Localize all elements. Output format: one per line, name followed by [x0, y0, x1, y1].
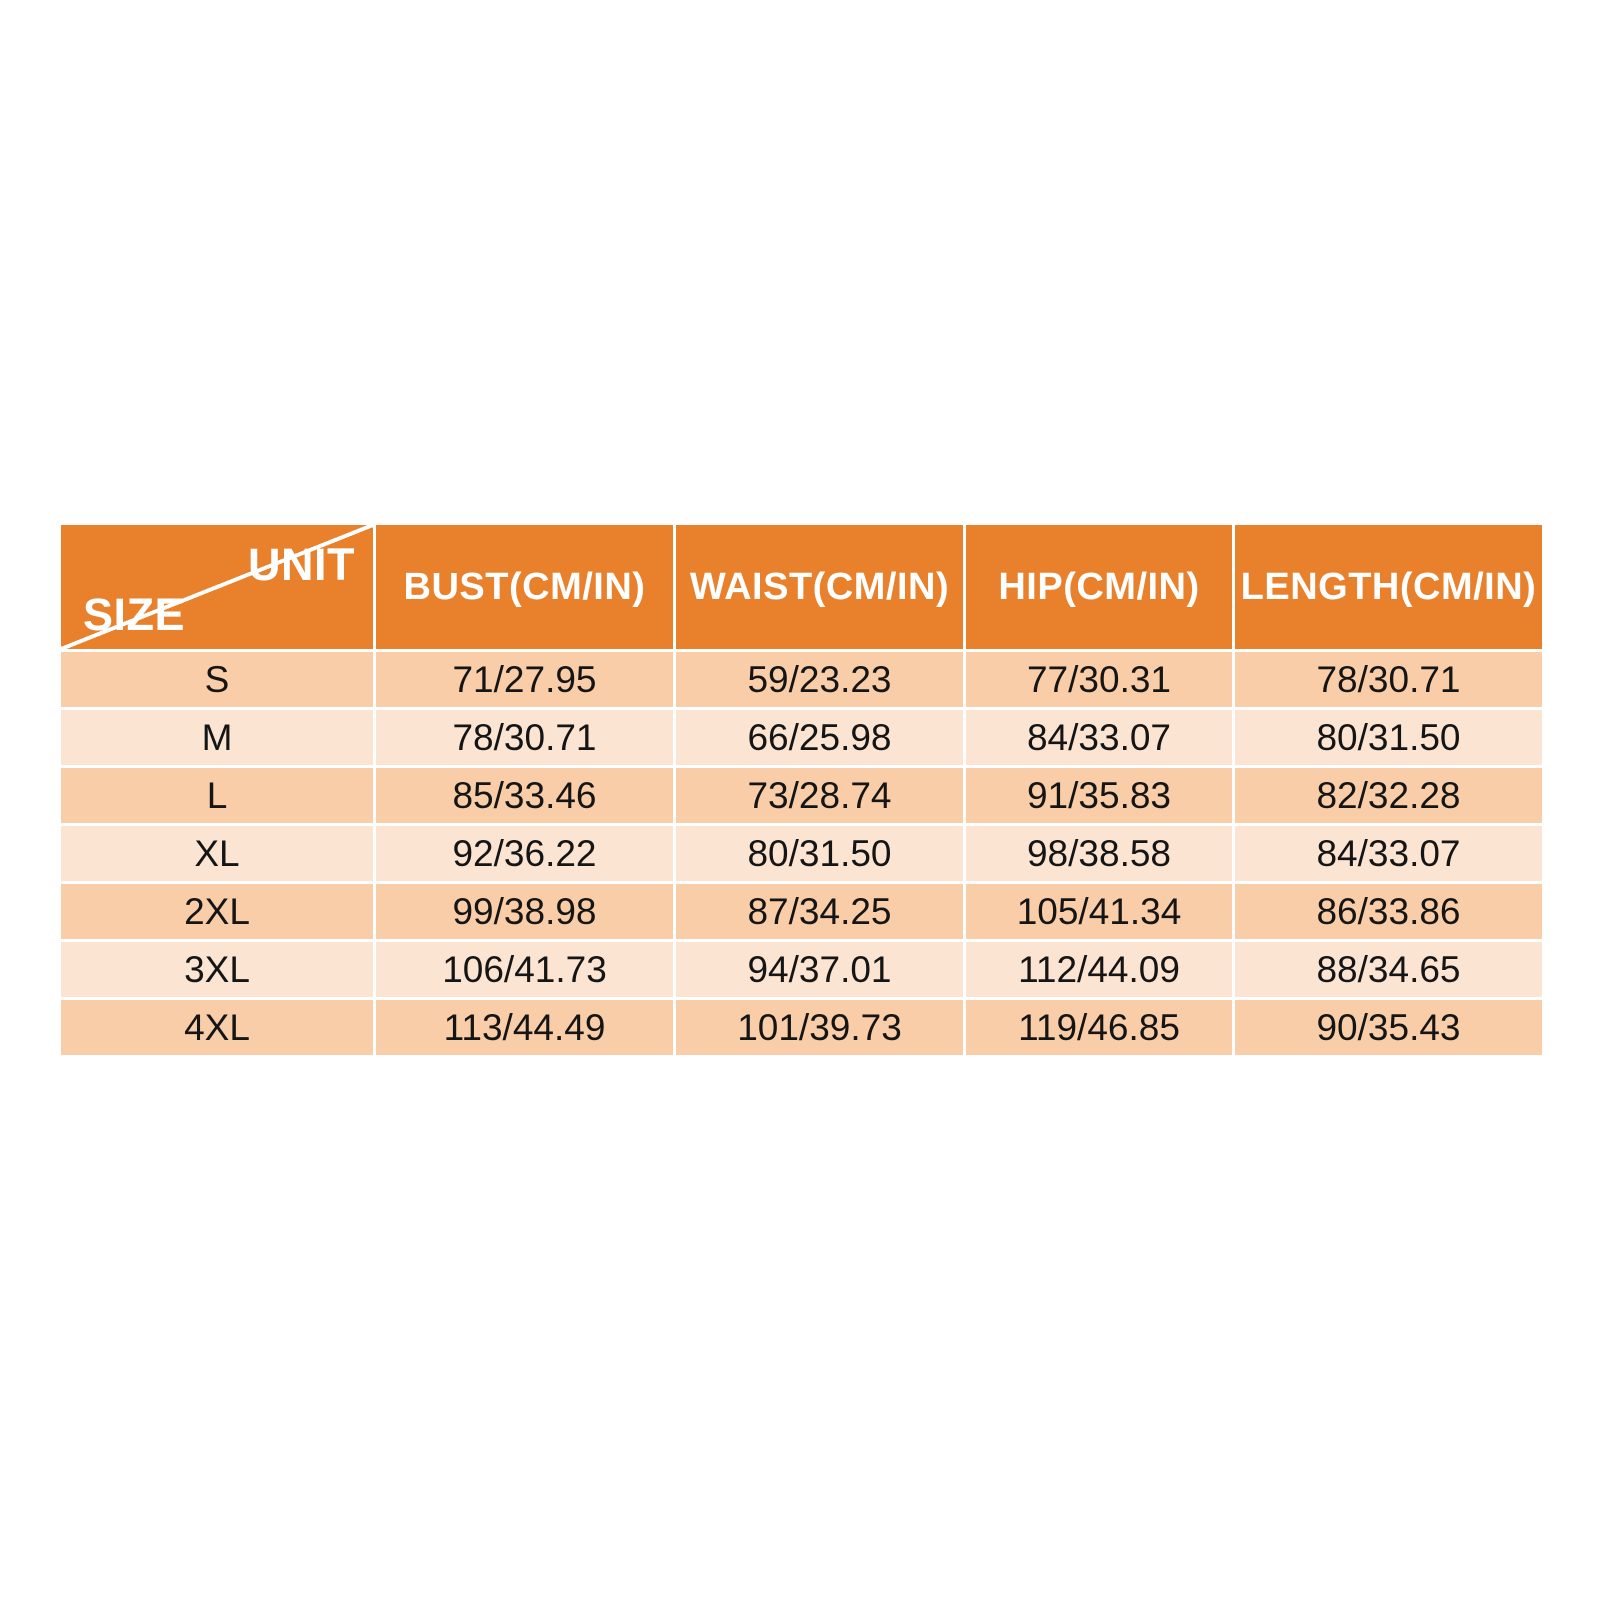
size-cell: S — [61, 652, 373, 707]
hip-cell: 98/38.58 — [966, 826, 1232, 881]
length-cell: 80/31.50 — [1235, 710, 1542, 765]
waist-cell: 73/28.74 — [676, 768, 963, 823]
length-cell: 86/33.86 — [1235, 884, 1542, 939]
table-row-2xl: 2XL 99/38.98 87/34.25 105/41.34 86/33.86 — [61, 884, 1542, 939]
length-cell: 78/30.71 — [1235, 652, 1542, 707]
corner-unit-label: UNIT — [248, 539, 355, 590]
table-row-3xl: 3XL 106/41.73 94/37.01 112/44.09 88/34.6… — [61, 942, 1542, 997]
length-cell: 88/34.65 — [1235, 942, 1542, 997]
size-cell: XL — [61, 826, 373, 881]
header-cell-hip: HIP(CM/IN) — [966, 525, 1232, 649]
waist-cell: 101/39.73 — [676, 1000, 963, 1055]
size-cell: 4XL — [61, 1000, 373, 1055]
bust-cell: 78/30.71 — [376, 710, 673, 765]
header-row: UNIT SIZE BUST(CM/IN) WAIST(CM/IN) HIP(C… — [61, 525, 1542, 649]
size-chart-table: UNIT SIZE BUST(CM/IN) WAIST(CM/IN) HIP(C… — [58, 522, 1545, 1058]
length-cell: 84/33.07 — [1235, 826, 1542, 881]
corner-cell-unit-size: UNIT SIZE — [61, 525, 373, 649]
size-cell: M — [61, 710, 373, 765]
table-row-l: L 85/33.46 73/28.74 91/35.83 82/32.28 — [61, 768, 1542, 823]
size-cell: 3XL — [61, 942, 373, 997]
bust-cell: 99/38.98 — [376, 884, 673, 939]
bust-cell: 71/27.95 — [376, 652, 673, 707]
bust-cell: 92/36.22 — [376, 826, 673, 881]
table-body: S 71/27.95 59/23.23 77/30.31 78/30.71 M … — [61, 652, 1542, 1055]
table-row-s: S 71/27.95 59/23.23 77/30.31 78/30.71 — [61, 652, 1542, 707]
waist-cell: 94/37.01 — [676, 942, 963, 997]
length-cell: 90/35.43 — [1235, 1000, 1542, 1055]
waist-cell: 59/23.23 — [676, 652, 963, 707]
hip-cell: 84/33.07 — [966, 710, 1232, 765]
table-row-xl: XL 92/36.22 80/31.50 98/38.58 84/33.07 — [61, 826, 1542, 881]
hip-cell: 105/41.34 — [966, 884, 1232, 939]
header-cell-length: LENGTH(CM/IN) — [1235, 525, 1542, 649]
hip-cell: 112/44.09 — [966, 942, 1232, 997]
size-cell: L — [61, 768, 373, 823]
hip-cell: 91/35.83 — [966, 768, 1232, 823]
bust-cell: 85/33.46 — [376, 768, 673, 823]
table-row-m: M 78/30.71 66/25.98 84/33.07 80/31.50 — [61, 710, 1542, 765]
hip-cell: 77/30.31 — [966, 652, 1232, 707]
waist-cell: 87/34.25 — [676, 884, 963, 939]
table-row-4xl: 4XL 113/44.49 101/39.73 119/46.85 90/35.… — [61, 1000, 1542, 1055]
bust-cell: 113/44.49 — [376, 1000, 673, 1055]
waist-cell: 66/25.98 — [676, 710, 963, 765]
header-cell-bust: BUST(CM/IN) — [376, 525, 673, 649]
table-header: UNIT SIZE BUST(CM/IN) WAIST(CM/IN) HIP(C… — [61, 525, 1542, 649]
corner-size-label: SIZE — [83, 589, 186, 640]
header-cell-waist: WAIST(CM/IN) — [676, 525, 963, 649]
size-cell: 2XL — [61, 884, 373, 939]
bust-cell: 106/41.73 — [376, 942, 673, 997]
waist-cell: 80/31.50 — [676, 826, 963, 881]
length-cell: 82/32.28 — [1235, 768, 1542, 823]
hip-cell: 119/46.85 — [966, 1000, 1232, 1055]
